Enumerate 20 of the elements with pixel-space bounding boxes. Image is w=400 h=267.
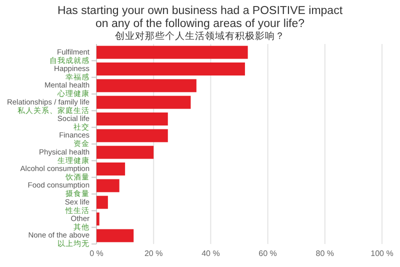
title: Has starting your own business had a POSITIVE impact on any of the following areas of your life? bbox=[57, 5, 343, 30]
bar bbox=[96, 162, 126, 176]
bar bbox=[96, 146, 154, 159]
bar bbox=[96, 112, 168, 126]
bar bbox=[96, 229, 134, 242]
bar bbox=[96, 79, 196, 92]
x-tick-label: 20 % bbox=[144, 249, 163, 258]
x-tick-label: 0 % bbox=[90, 249, 104, 258]
x-tick-label: 60 % bbox=[258, 249, 277, 258]
bar bbox=[96, 196, 108, 209]
x-tick-label: 80 % bbox=[316, 249, 334, 258]
bar bbox=[96, 62, 245, 76]
bar bbox=[96, 212, 100, 226]
bar bbox=[96, 96, 191, 109]
bar bbox=[96, 179, 120, 192]
bar bbox=[96, 46, 248, 59]
subtitle: 创业对那些个人生活领域有积极影响？ bbox=[115, 31, 285, 42]
x-tick-label: 100 % bbox=[370, 249, 394, 258]
x-tick-label: 40 % bbox=[202, 249, 220, 258]
bar bbox=[96, 129, 168, 142]
